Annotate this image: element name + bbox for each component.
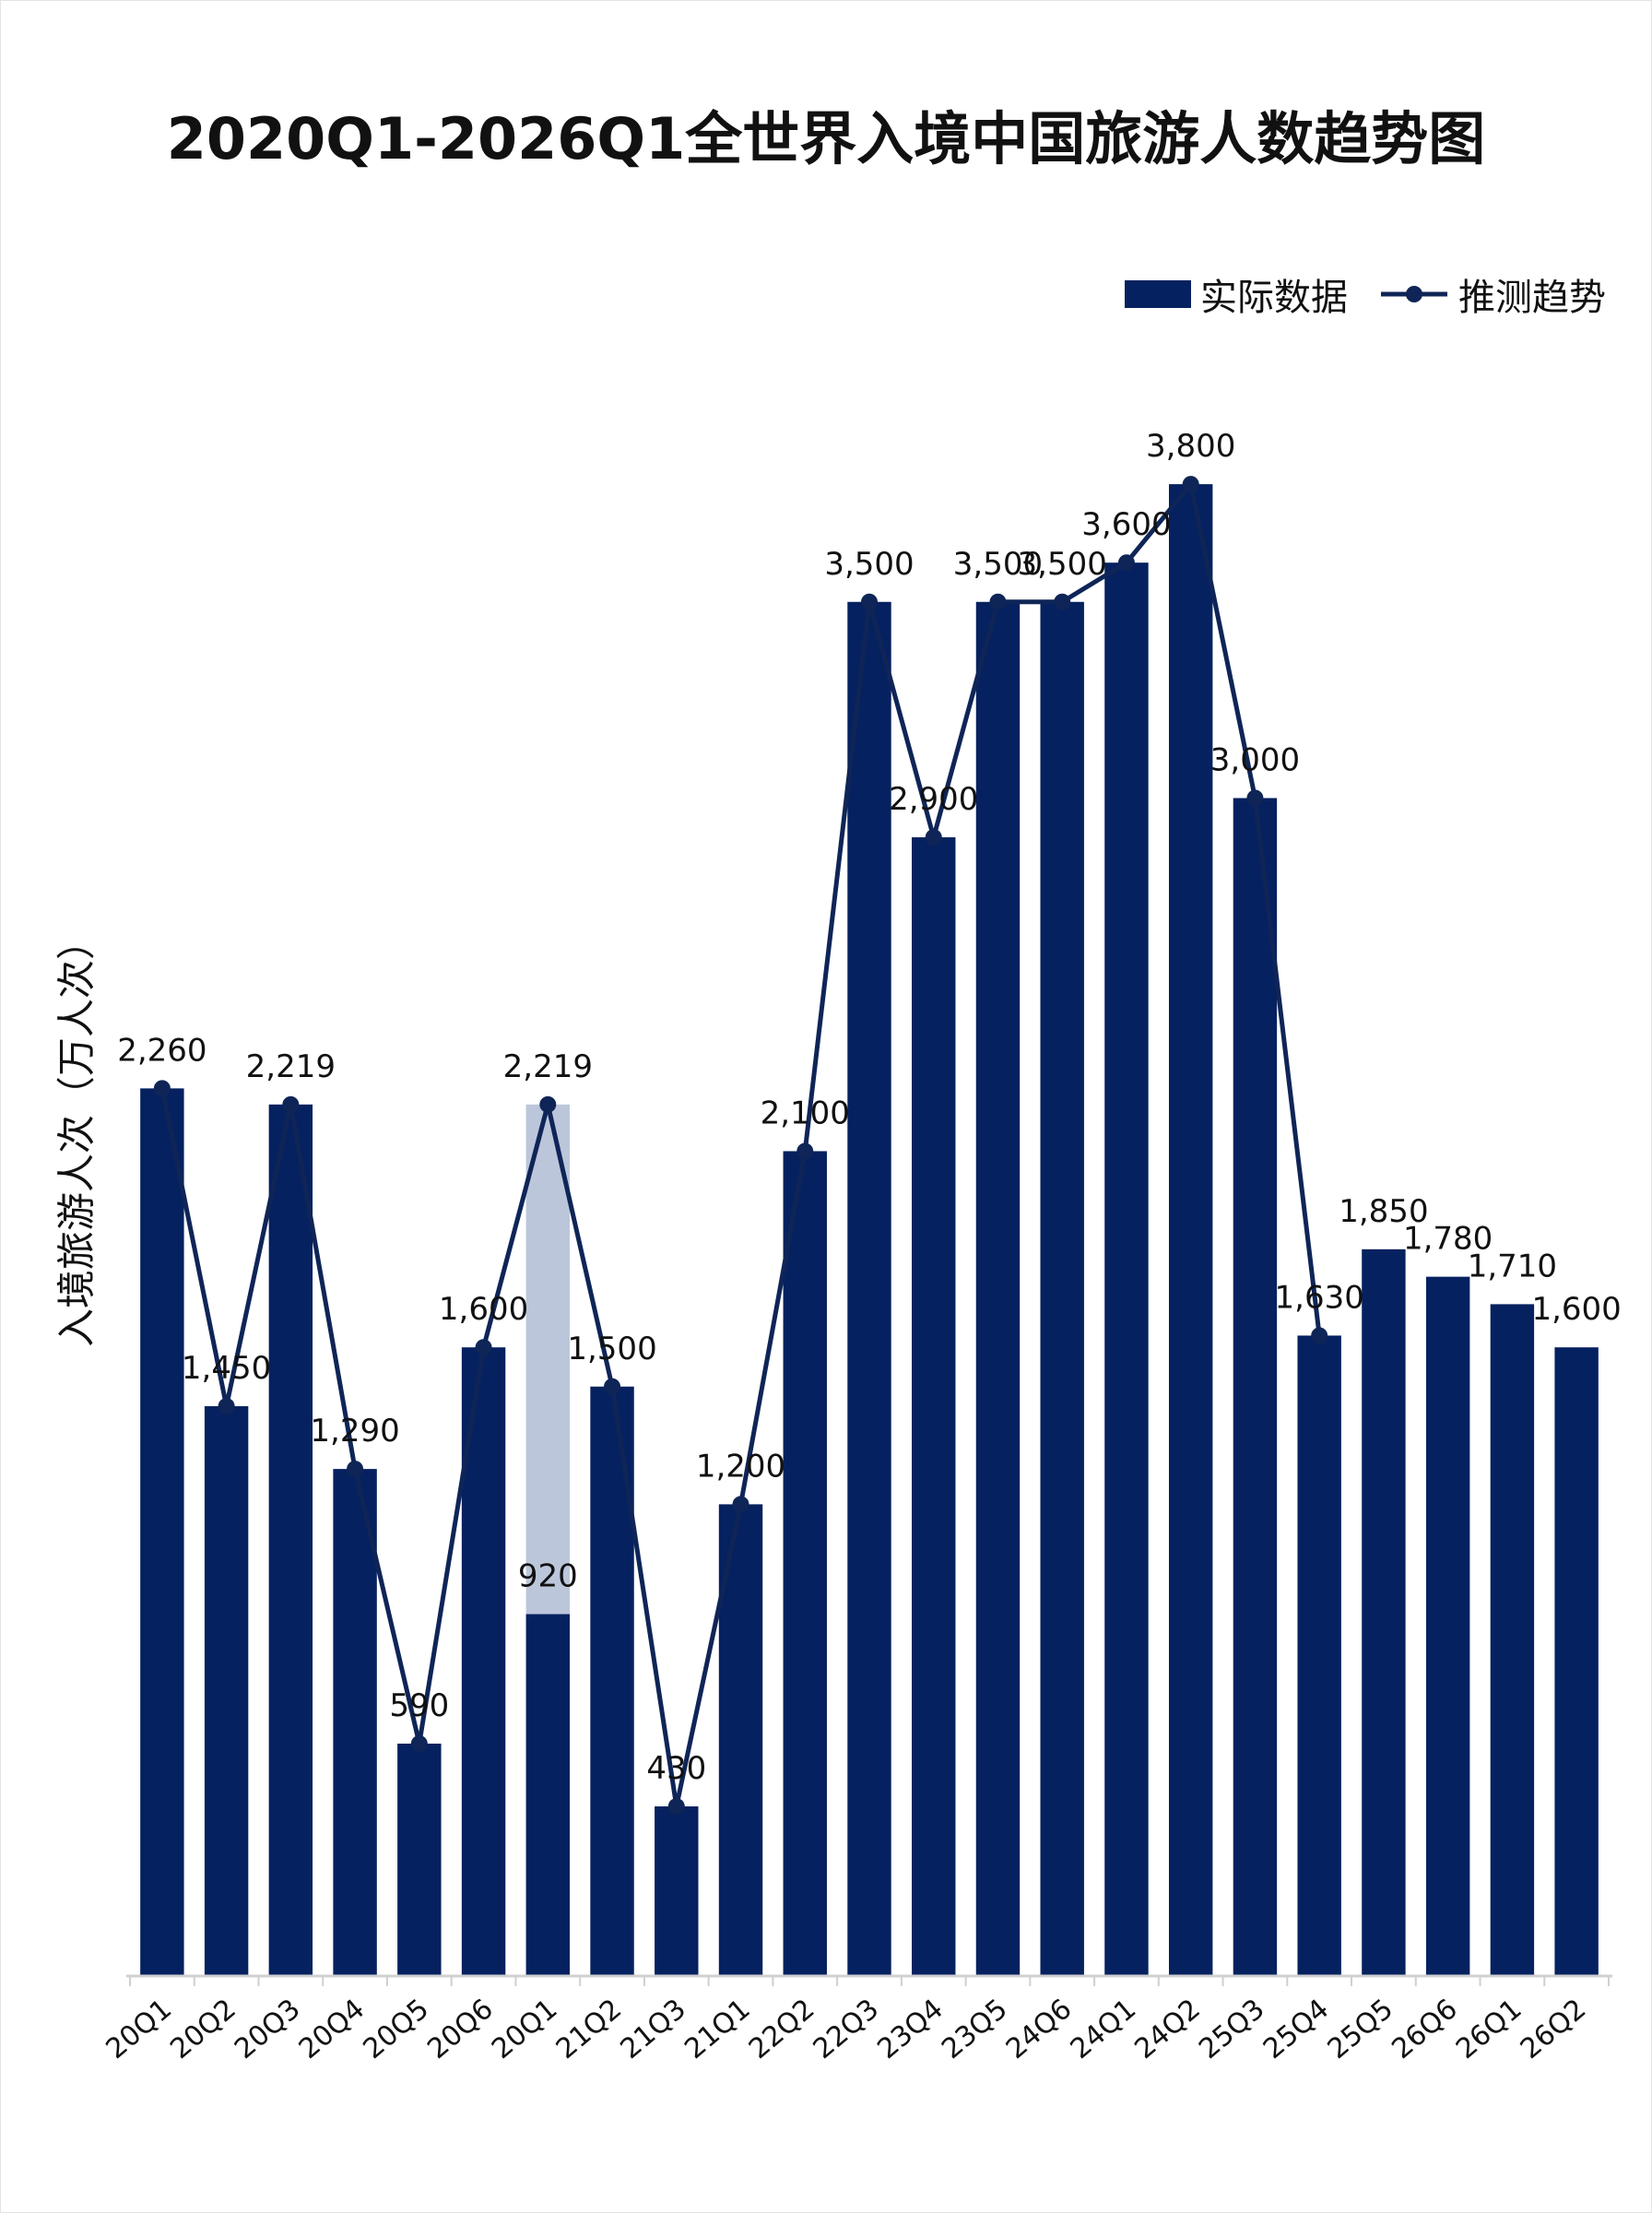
bar [1297, 1335, 1341, 1975]
data-label: 1,850 [1339, 1193, 1428, 1230]
bar [204, 1406, 249, 1975]
legend-label-bar: 实际数据 [1200, 277, 1348, 319]
data-label: 1,290 [310, 1413, 399, 1450]
x-tick-label: 20Q1 [100, 1993, 178, 2065]
x-tick-label: 23Q4 [871, 1993, 949, 2065]
trend-point [153, 1080, 171, 1097]
legend-item-line: 推测趋势 [1379, 267, 1606, 321]
data-label: 1,710 [1468, 1248, 1557, 1284]
bar [525, 1614, 571, 1975]
trend-point [1246, 789, 1264, 807]
x-tick-label: 21Q2 [550, 1993, 628, 2065]
trend-point [732, 1496, 749, 1513]
legend-bar-swatch-icon [1125, 280, 1191, 308]
x-tick-label: 26Q1 [1450, 1993, 1528, 2065]
x-tick-label: 24Q1 [1065, 1993, 1142, 2065]
bar [847, 601, 891, 1975]
trend-point [925, 829, 942, 846]
bar [140, 1088, 184, 1975]
data-label: 3,600 [1081, 506, 1171, 543]
trend-point [475, 1339, 492, 1356]
trend-point [667, 1798, 685, 1816]
trend-point [796, 1142, 814, 1160]
legend-label-line: 推测趋势 [1458, 277, 1606, 319]
x-tick-label: 22Q2 [743, 1993, 820, 2065]
data-label: 2,219 [246, 1048, 336, 1085]
x-tick-label: 20Q1 [486, 1993, 563, 2065]
data-label: 1,450 [182, 1350, 271, 1387]
data-label: 1,500 [567, 1331, 656, 1367]
trend-point [218, 1398, 235, 1415]
chart-title: 2020Q1-2026Q1全世界入境中国旅游人数趋势图 [166, 105, 1486, 172]
x-tick-label: 26Q6 [1386, 1993, 1463, 2065]
data-label: 2,900 [889, 781, 978, 818]
data-label: 1,200 [696, 1448, 785, 1485]
x-tick-label: 20Q3 [229, 1993, 306, 2065]
data-label: 3,500 [953, 546, 1043, 583]
trend-point [1054, 593, 1071, 610]
bar [783, 1151, 827, 1975]
data-label: 1,600 [1531, 1291, 1621, 1328]
trend-point [410, 1734, 428, 1752]
trend-point [1117, 554, 1135, 572]
x-tick-label: 20Q4 [293, 1993, 371, 2065]
x-tick-label: 25Q3 [1193, 1993, 1270, 2065]
x-tick-label: 20Q2 [164, 1993, 242, 2065]
x-tick-label: 24Q6 [1000, 1993, 1078, 2065]
legend-line-marker-icon [1381, 286, 1447, 302]
trend-point [347, 1461, 364, 1478]
bar [1168, 484, 1213, 1975]
bar [1040, 601, 1084, 1975]
bar [655, 1806, 699, 1975]
data-label: 1,630 [1275, 1279, 1364, 1316]
bar [268, 1104, 313, 1975]
bar [1554, 1347, 1599, 1975]
highlight-data-label: 2,219 [503, 1048, 593, 1085]
x-tick-label: 26Q2 [1515, 1993, 1592, 2065]
data-label: 920 [518, 1558, 578, 1595]
bar [397, 1743, 442, 1975]
trend-point [1311, 1327, 1328, 1344]
data-label: 2,260 [117, 1032, 206, 1069]
data-label: 3,000 [1210, 742, 1300, 779]
data-label: 1,780 [1403, 1221, 1493, 1258]
x-tick-label: 20Q5 [358, 1993, 435, 2065]
legend-item-bar: 实际数据 [1125, 267, 1348, 321]
data-label: 2,100 [761, 1095, 850, 1131]
bar [1233, 798, 1278, 1975]
bar [333, 1469, 377, 1975]
trend-point [861, 593, 878, 610]
bar [461, 1347, 506, 1975]
x-tick-label: 24Q2 [1128, 1993, 1206, 2065]
trend-point [604, 1378, 621, 1395]
trend-point [282, 1095, 300, 1113]
x-tick-label: 21Q3 [614, 1993, 691, 2065]
data-label: 590 [389, 1687, 449, 1724]
x-tick-label: 23Q5 [936, 1993, 1013, 2065]
data-label: 1,600 [439, 1291, 528, 1328]
trend-point [539, 1095, 557, 1113]
trend-point [989, 593, 1007, 610]
bar [1104, 562, 1149, 1976]
data-label: 430 [646, 1750, 706, 1787]
data-label: 3,500 [1018, 546, 1107, 583]
x-tick-label: 22Q3 [808, 1993, 885, 2065]
bar [975, 601, 1021, 1975]
legend: 实际数据 推测趋势 [1093, 267, 1606, 321]
data-label: 3,500 [824, 546, 914, 583]
trend-point [1182, 476, 1199, 493]
bar [1490, 1304, 1535, 1975]
x-tick-label: 25Q5 [1322, 1993, 1399, 2065]
data-label: 3,800 [1146, 428, 1235, 465]
x-tick-label: 25Q4 [1257, 1993, 1335, 2065]
x-tick-label: 21Q1 [678, 1993, 756, 2065]
bar [1425, 1276, 1470, 1975]
x-tick-label: 20Q6 [421, 1993, 499, 2065]
bar [1362, 1249, 1406, 1975]
bar [912, 837, 956, 1975]
